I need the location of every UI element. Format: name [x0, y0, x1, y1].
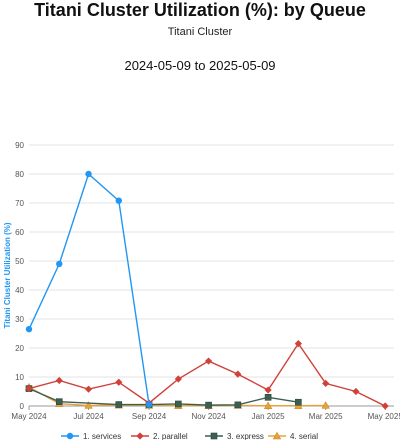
data-point[interactable]	[205, 401, 212, 409]
data-point[interactable]	[84, 401, 93, 409]
data-point[interactable]	[55, 398, 63, 405]
data-point[interactable]	[234, 401, 242, 409]
y-axis-label: Titani Cluster Utilization (%)	[3, 222, 12, 328]
data-point[interactable]	[263, 401, 273, 409]
legend-label: 3. express	[227, 432, 264, 440]
y-tick-label: 50	[15, 257, 24, 266]
gridlines	[29, 144, 394, 407]
chart-subtitle: Titani Cluster	[167, 26, 233, 38]
data-point[interactable]	[115, 378, 123, 386]
data-point[interactable]	[234, 370, 242, 378]
data-point[interactable]	[174, 375, 182, 383]
legend-item[interactable]: 1. services	[61, 432, 121, 440]
x-tick-label: May 2024	[11, 412, 47, 421]
x-tick-label: Jul 2024	[73, 412, 104, 421]
data-point[interactable]	[352, 387, 360, 396]
y-tick-label: 60	[15, 228, 24, 237]
legend-marker[interactable]	[66, 432, 74, 440]
series-line	[28, 342, 386, 407]
y-tick-label: 40	[15, 286, 24, 295]
data-point[interactable]	[55, 376, 63, 385]
data-point[interactable]	[381, 402, 389, 410]
data-point[interactable]	[321, 401, 330, 409]
legend-item[interactable]: 2. parallel	[131, 432, 188, 440]
data-point[interactable]	[25, 385, 33, 393]
data-point[interactable]	[56, 260, 63, 268]
legend-label: 4. serial	[290, 432, 318, 440]
legend-item[interactable]: 3. express	[205, 432, 264, 440]
series-line	[28, 172, 150, 405]
legend-marker[interactable]	[272, 431, 282, 440]
legend-marker[interactable]	[210, 432, 218, 440]
legend-label: 2. parallel	[153, 432, 188, 440]
legend[interactable]: 1. services 2. parallel 3. express 4. seria…	[61, 431, 318, 440]
date-range: 2024-05-09 to 2025-05-09	[124, 58, 276, 73]
series-lines	[24, 170, 389, 410]
y-tick-label: 30	[15, 315, 24, 324]
legend-label: 1. services	[83, 432, 121, 440]
data-point[interactable]	[25, 325, 33, 333]
legend-item[interactable]: 4. serial	[268, 431, 318, 440]
x-tick-label: Nov 2024	[191, 412, 226, 421]
data-point[interactable]	[115, 401, 123, 408]
data-point[interactable]	[294, 340, 302, 348]
x-tick-label: May 2025	[368, 412, 400, 421]
y-tick-label: 20	[15, 344, 24, 353]
data-point[interactable]	[85, 170, 92, 178]
x-tick-label: Sep 2024	[132, 412, 167, 421]
series-2-parallel	[25, 340, 389, 410]
legend-marker[interactable]	[136, 432, 144, 440]
y-tick-label: 10	[15, 373, 24, 382]
data-point[interactable]	[204, 357, 213, 365]
data-point[interactable]	[84, 385, 93, 393]
data-point[interactable]	[115, 197, 122, 204]
y-tick-label: 70	[15, 199, 24, 208]
x-tick-label: Mar 2025	[309, 412, 343, 421]
data-point[interactable]	[264, 393, 272, 401]
axes: 0 10 20 30 40 50 60 70 80 90 May 2024 Jul 2024 Sep 2…	[3, 141, 400, 421]
y-tick-label: 90	[15, 141, 24, 150]
series-1-services	[25, 170, 153, 408]
data-point[interactable]	[295, 398, 302, 406]
data-point[interactable]	[264, 386, 272, 394]
chart-title: Titani Cluster Utilization (%): by Queue	[34, 0, 366, 20]
y-tick-label: 0	[20, 402, 25, 411]
data-point[interactable]	[175, 400, 182, 408]
data-point[interactable]	[322, 379, 330, 387]
x-tick-label: Jan 2025	[252, 412, 285, 421]
data-point[interactable]	[145, 401, 153, 408]
y-tick-label: 80	[15, 170, 24, 179]
